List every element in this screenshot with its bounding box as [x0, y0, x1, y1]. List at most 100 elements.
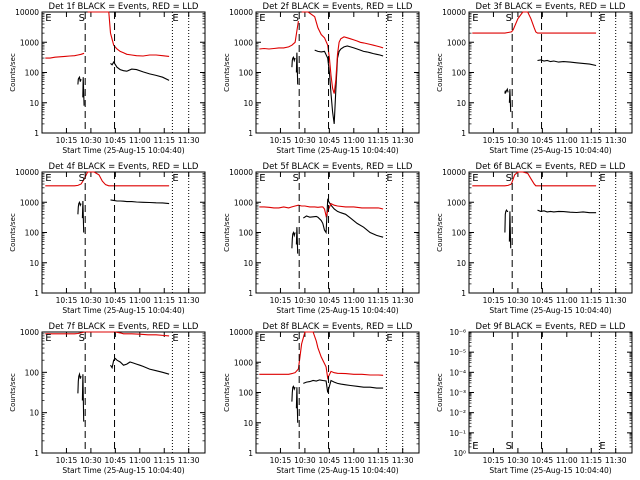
- chart-title: Det 6f BLACK = Events, RED = LLD: [476, 162, 626, 172]
- x-tick-label: 10:45: [105, 456, 127, 465]
- events-series-line: [504, 208, 509, 233]
- chart-title: Det 7f BLACK = Events, RED = LLD: [49, 322, 199, 332]
- y-tick-label: 10⁻⁴: [449, 368, 466, 377]
- y-tick-label: 10⁻⁶: [449, 328, 466, 337]
- chart-title: Det 9f BLACK = Events, RED = LLD: [476, 322, 626, 332]
- chart-panel-8: Det 8f BLACK = Events, RED = LLD 1 10 100 10…: [223, 322, 420, 475]
- lld-series-line: [472, 29, 514, 34]
- marker-e: E: [172, 173, 178, 184]
- x-tick-label: 11:15: [367, 296, 389, 305]
- lld-series-line: [45, 331, 170, 337]
- plot-frame: [468, 171, 633, 294]
- y-tick-label: 100: [25, 229, 40, 238]
- x-tick-label: 10:30: [507, 136, 529, 145]
- events-series-line: [537, 209, 597, 214]
- y-axis-label: Counts/sec: [223, 373, 231, 412]
- events-series-line: [508, 211, 512, 249]
- x-tick-label: 11:30: [392, 136, 414, 145]
- x-axis-label: Start Time (25-Aug-15 10:04:40): [489, 306, 611, 315]
- events-series-line: [291, 230, 296, 249]
- lld-series-line: [510, 171, 597, 187]
- events-series-line: [110, 357, 170, 375]
- y-tick-label: 10⁻²: [449, 409, 466, 418]
- chart-title: Det 2f BLACK = Events, RED = LLD: [263, 2, 413, 12]
- x-tick-label: 11:00: [556, 456, 578, 465]
- events-series-line: [82, 77, 85, 106]
- x-axis-label: Start Time (25-Aug-15 10:04:40): [62, 306, 184, 315]
- y-tick-label: 1: [34, 289, 39, 298]
- y-tick-label: 10⁻¹: [449, 429, 466, 438]
- chart-title: Det 5f BLACK = Events, RED = LLD: [263, 162, 413, 172]
- y-tick-label: 100: [452, 69, 467, 78]
- events-series-line: [295, 387, 299, 423]
- x-axis-label: Start Time (25-Aug-15 10:04:40): [62, 146, 184, 155]
- x-tick-label: 10:15: [56, 136, 78, 145]
- marker-s: S: [293, 333, 299, 344]
- chart-panel-3: Det 3f BLACK = Events, RED = LLD 1 10 100 10…: [436, 2, 633, 155]
- y-tick-label: 1: [248, 289, 253, 298]
- y-tick-label: 1: [34, 449, 39, 458]
- x-tick-label: 10:15: [483, 136, 505, 145]
- marker-e: E: [599, 173, 605, 184]
- y-axis-label: Counts/sec: [436, 213, 444, 252]
- y-tick-label: 1: [34, 129, 39, 138]
- y-tick-label: 10000: [442, 168, 466, 177]
- x-tick-label: 10:30: [507, 456, 529, 465]
- marker-e: E: [259, 333, 265, 344]
- y-tick-label: 10: [456, 259, 466, 268]
- x-tick-label: 11:15: [367, 456, 389, 465]
- events-series-line: [302, 198, 384, 238]
- y-axis-label: Counts/sec: [9, 53, 17, 92]
- chart-title: Det 1f BLACK = Events, RED = LLD: [49, 2, 199, 12]
- x-axis-label: Start Time (25-Aug-15 10:04:40): [62, 466, 184, 475]
- y-tick-label: 1000: [234, 358, 253, 367]
- events-series-line: [508, 89, 512, 112]
- chart-panel-1: Det 1f BLACK = Events, RED = LLD 1 10 100 10…: [9, 2, 206, 155]
- x-tick-label: 10:15: [56, 296, 78, 305]
- chart-panel-7: Det 7f BLACK = Events, RED = LLD 1 10 100 10…: [9, 322, 206, 475]
- marker-s: S: [506, 13, 512, 24]
- marker-e: E: [386, 333, 392, 344]
- x-tick-label: 10:45: [319, 296, 341, 305]
- marker-e: E: [259, 173, 265, 184]
- events-series-line: [291, 55, 296, 68]
- marker-e: E: [386, 13, 392, 24]
- plot-frame: [255, 11, 420, 134]
- y-tick-label: 10: [29, 409, 39, 418]
- marker-e: E: [599, 13, 605, 24]
- events-series-line: [295, 52, 299, 85]
- chart-panel-4: Det 4f BLACK = Events, RED = LLD 1 10 100 10…: [9, 162, 206, 315]
- lld-series-line: [259, 21, 299, 50]
- x-tick-label: 10:45: [105, 136, 127, 145]
- marker-s: S: [293, 173, 299, 184]
- marker-s: S: [506, 441, 512, 452]
- events-series-line: [537, 59, 597, 67]
- events-series-line: [77, 200, 82, 215]
- y-tick-label: 1000: [20, 198, 39, 207]
- x-tick-label: 11:00: [129, 456, 151, 465]
- x-axis-label: Start Time (25-Aug-15 10:04:40): [276, 146, 398, 155]
- plot-frame: [41, 331, 206, 454]
- lld-series-line: [301, 11, 384, 94]
- y-tick-label: 1000: [447, 198, 466, 207]
- y-tick-label: 10: [456, 99, 466, 108]
- x-tick-label: 10:45: [532, 296, 554, 305]
- events-series-line: [314, 45, 384, 124]
- chart-title: Det 4f BLACK = Events, RED = LLD: [49, 162, 199, 172]
- x-tick-label: 11:30: [605, 296, 627, 305]
- x-tick-label: 11:00: [556, 296, 578, 305]
- lld-series-line: [45, 52, 85, 59]
- x-tick-label: 10:30: [80, 456, 102, 465]
- y-tick-label: 1000: [20, 38, 39, 47]
- x-tick-label: 11:30: [178, 296, 200, 305]
- x-tick-label: 11:15: [580, 136, 602, 145]
- plot-frame: [255, 171, 420, 294]
- x-tick-label: 10:15: [270, 136, 292, 145]
- events-series-line: [81, 200, 85, 233]
- marker-e: E: [472, 441, 478, 452]
- x-tick-label: 11:00: [343, 296, 365, 305]
- y-tick-label: 1000: [234, 198, 253, 207]
- y-tick-label: 10⁻³: [449, 389, 466, 398]
- x-tick-label: 10:15: [270, 456, 292, 465]
- x-tick-label: 11:30: [392, 296, 414, 305]
